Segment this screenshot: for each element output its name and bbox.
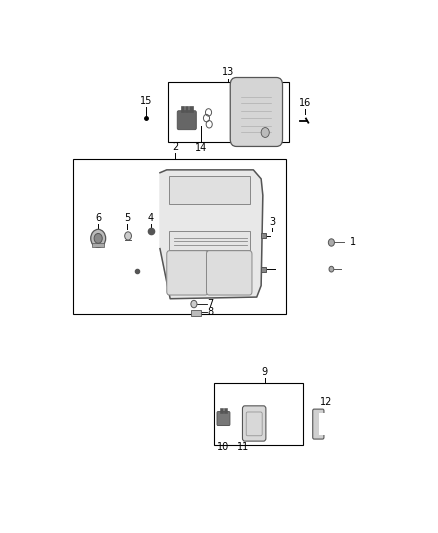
- Bar: [191, 310, 201, 316]
- Text: 8: 8: [208, 307, 214, 317]
- Circle shape: [94, 233, 102, 243]
- FancyBboxPatch shape: [167, 251, 208, 295]
- Bar: [189, 106, 193, 112]
- Text: 7: 7: [208, 299, 214, 309]
- Text: 13: 13: [222, 67, 234, 77]
- Bar: [170, 175, 250, 204]
- FancyBboxPatch shape: [177, 111, 196, 130]
- Text: 16: 16: [299, 98, 311, 108]
- Text: 10: 10: [217, 442, 229, 453]
- Text: 4: 4: [148, 213, 154, 223]
- Text: 5: 5: [124, 213, 130, 223]
- Bar: [224, 408, 227, 413]
- Circle shape: [329, 266, 334, 272]
- FancyBboxPatch shape: [230, 77, 283, 147]
- Text: 14: 14: [194, 143, 207, 153]
- FancyBboxPatch shape: [217, 411, 230, 425]
- Bar: [261, 233, 265, 238]
- Text: 11: 11: [237, 442, 250, 453]
- Text: 2: 2: [172, 142, 178, 152]
- Bar: [181, 106, 184, 112]
- Circle shape: [191, 301, 197, 308]
- FancyBboxPatch shape: [206, 251, 252, 295]
- Text: 15: 15: [140, 96, 152, 106]
- FancyBboxPatch shape: [313, 409, 324, 439]
- Polygon shape: [160, 170, 263, 298]
- Text: 9: 9: [261, 367, 268, 377]
- Text: 1: 1: [350, 238, 356, 247]
- Circle shape: [261, 127, 269, 138]
- FancyBboxPatch shape: [243, 406, 266, 441]
- Bar: [74, 159, 286, 314]
- Circle shape: [91, 229, 106, 247]
- Bar: [318, 413, 325, 435]
- Bar: [214, 383, 303, 445]
- Bar: [220, 408, 223, 413]
- Bar: [170, 231, 250, 250]
- Bar: [169, 83, 289, 142]
- Text: 3: 3: [269, 217, 275, 227]
- Text: 6: 6: [95, 213, 101, 223]
- Bar: [261, 266, 265, 272]
- Circle shape: [125, 232, 131, 240]
- Text: 12: 12: [320, 398, 332, 407]
- Bar: [92, 243, 104, 247]
- Circle shape: [328, 239, 335, 246]
- Bar: [185, 106, 188, 112]
